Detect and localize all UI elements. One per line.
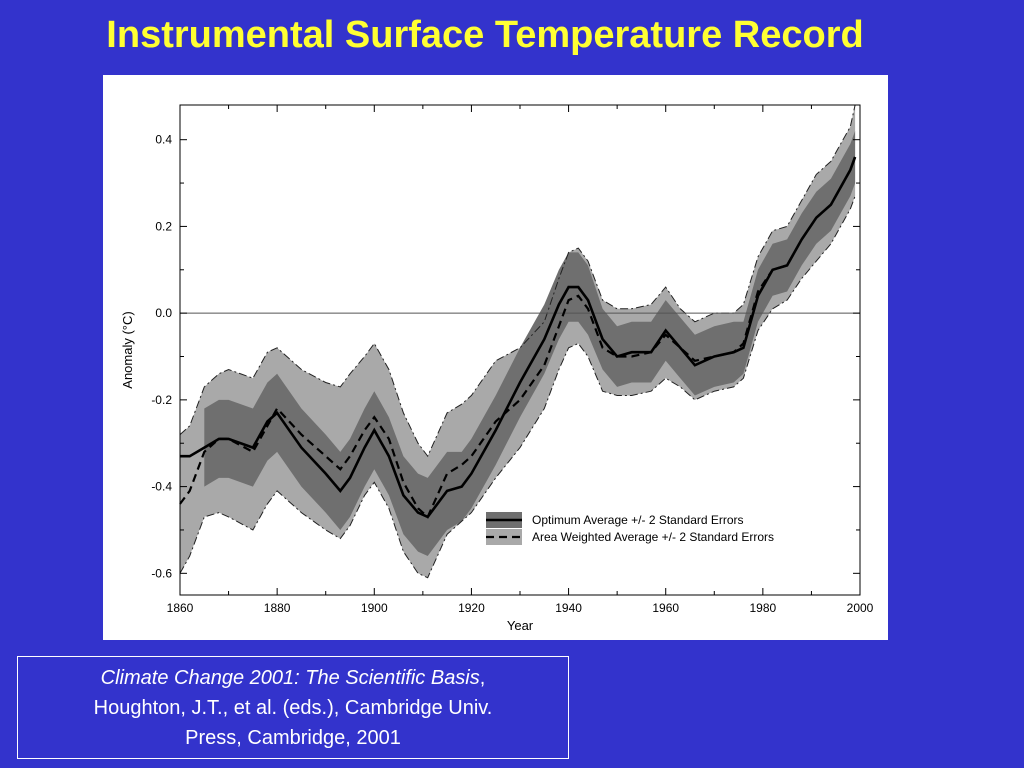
citation-line-3: Press, Cambridge, 2001 xyxy=(185,727,401,749)
y-tick-label: 0.0 xyxy=(155,306,172,320)
x-tick-label: 1940 xyxy=(555,601,582,615)
x-tick-label: 1860 xyxy=(167,601,194,615)
slide-title: Instrumental Surface Temperature Record xyxy=(106,14,864,56)
chart-panel: 1860 1880 1900 1920 1940 1960 1980 2000 0.4 0.2 0.… xyxy=(103,75,888,640)
outer-band-upper-edge xyxy=(179,104,856,458)
legend-label-optimum: Optimum Average +/- 2 Standard Errors xyxy=(532,513,744,527)
optimum-error-band xyxy=(204,131,856,556)
citation-line-1: Climate Change 2001: The Scientific Basi… xyxy=(18,663,568,693)
x-tick-label: 2000 xyxy=(847,601,874,615)
citation-box: Climate Change 2001: The Scientific Basi… xyxy=(17,656,569,759)
citation-comma: , xyxy=(479,667,486,689)
area-weighted-average-line xyxy=(179,156,857,519)
x-tick-label: 1900 xyxy=(361,601,388,615)
x-tick-label: 1960 xyxy=(652,601,679,615)
y-tick-label: -0.6 xyxy=(151,566,172,580)
x-tick-label: 1880 xyxy=(264,601,291,615)
y-tick-label: 0.2 xyxy=(155,219,172,233)
x-tick-label: 1920 xyxy=(458,601,485,615)
y-axis-label: Anomaly (°C) xyxy=(120,311,135,388)
y-tick-label: -0.4 xyxy=(151,480,172,494)
area-weighted-error-band xyxy=(180,105,856,578)
temperature-chart: 1860 1880 1900 1920 1940 1960 1980 2000 0.4 0.2 0.… xyxy=(120,104,874,633)
outer-band-lower-edge xyxy=(179,195,856,579)
optimum-average-line xyxy=(180,156,857,519)
citation-line-2: Houghton, J.T., et al. (eds.), Cambridge… xyxy=(93,697,493,719)
x-axis-label: Year xyxy=(507,618,534,633)
y-tick-label: -0.2 xyxy=(151,393,172,407)
x-tick-label: 1980 xyxy=(750,601,777,615)
citation-book-title: Climate Change 2001: The Scientific Basi… xyxy=(100,667,480,689)
legend-label-area-weighted: Area Weighted Average +/- 2 Standard Err… xyxy=(532,530,774,544)
y-tick-label: 0.4 xyxy=(155,133,172,147)
